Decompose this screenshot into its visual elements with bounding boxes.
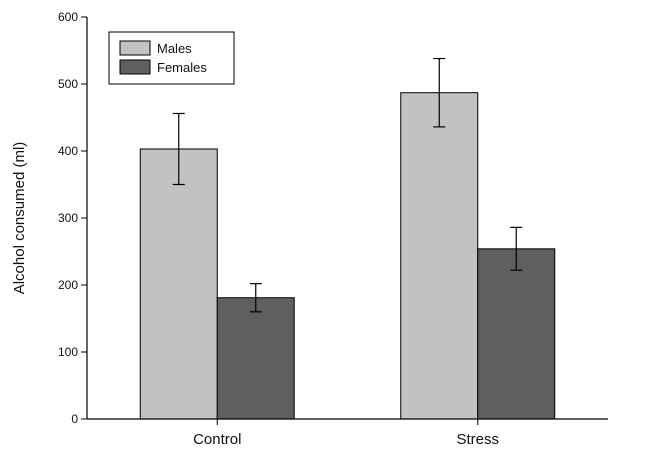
y-tick-label-400: 400: [58, 144, 78, 158]
y-tick-label-600: 600: [58, 10, 78, 24]
y-tick-label-300: 300: [58, 211, 78, 225]
legend: Males Females: [108, 31, 235, 85]
ticks-layer: 0 100 200 300 400 500 600 Control Stress: [58, 10, 499, 448]
y-tick-label-0: 0: [71, 412, 78, 426]
error-bar-females-stress: [510, 226, 523, 271]
legend-label-males: Males: [157, 41, 192, 56]
bars-layer: [139, 92, 556, 420]
x-tick-label-control: Control: [193, 431, 241, 448]
legend-swatch-males: [119, 40, 151, 56]
bar-females-control: [216, 297, 295, 420]
bar-males-stress: [400, 92, 479, 420]
legend-label-females: Females: [157, 60, 207, 75]
y-tick-label-100: 100: [58, 345, 78, 359]
x-tick-label-stress: Stress: [456, 431, 499, 448]
error-bar-females-control: [249, 283, 262, 313]
y-axis-title: Alcohol consumed (ml): [11, 142, 28, 295]
legend-box: [108, 31, 235, 85]
error-bar-males-stress: [433, 57, 446, 128]
y-tick-label-200: 200: [58, 278, 78, 292]
bar-females-stress: [477, 248, 556, 420]
y-tick-label-500: 500: [58, 77, 78, 91]
bar-males-control: [139, 148, 218, 420]
error-bar-males-control: [172, 112, 185, 186]
error-bars-layer: [172, 57, 523, 313]
legend-swatch-females: [119, 59, 151, 75]
